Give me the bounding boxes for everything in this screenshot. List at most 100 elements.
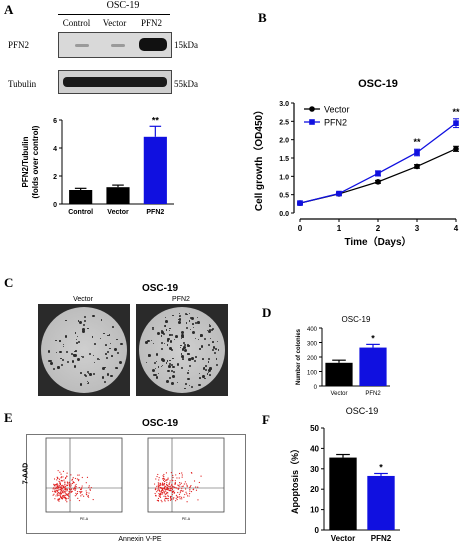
colony-dot	[78, 341, 81, 344]
flow-event-dot	[178, 472, 181, 475]
colony-dot	[105, 353, 108, 355]
colony-dot	[184, 387, 186, 390]
colony-dot	[153, 361, 157, 365]
flow-event-dot	[171, 490, 173, 492]
flow-event-dot	[197, 486, 199, 488]
flow-event-dot	[169, 486, 171, 488]
flow-event-dot	[170, 495, 172, 498]
flow-event-dot	[190, 490, 193, 493]
flow-event-dot	[159, 493, 161, 496]
flow-event-dot	[165, 492, 167, 494]
panel-d-bar-chart: OSC-19 0 100 200 300 400 Number of colonies Vec…	[296, 315, 390, 397]
flow-plot-pfn2: PE-A	[147, 437, 225, 521]
colony-dot	[166, 339, 170, 342]
flow-event-dot	[73, 482, 75, 484]
flow-event-dot	[157, 500, 159, 502]
flow-event-dot	[90, 486, 92, 489]
flow-event-dot	[158, 477, 160, 479]
colony-dot	[92, 354, 94, 357]
flow-event-dot	[86, 491, 88, 494]
flow-event-dot	[162, 477, 164, 480]
flow-event-dot	[164, 478, 166, 480]
flow-event-dot	[88, 486, 90, 488]
colony-dot	[217, 348, 220, 351]
flow-event-dot	[57, 494, 59, 496]
y-tick-label: 100	[307, 371, 318, 377]
flow-event-dot	[155, 487, 157, 489]
flow-event-dot	[161, 487, 163, 489]
flow-event-dot	[56, 491, 59, 493]
colony-dot	[88, 352, 91, 355]
colony-dot	[64, 335, 68, 338]
colony-dot	[163, 325, 166, 328]
legend-label-vector: Vector	[324, 105, 350, 115]
flow-event-dot	[163, 495, 165, 497]
flow-event-dot	[183, 496, 185, 498]
flow-plot-vector: PE-A	[45, 437, 123, 521]
significance-label: *	[371, 333, 375, 343]
flow-event-dot	[67, 494, 69, 496]
colony-dot	[196, 321, 200, 325]
colony-dot	[208, 324, 210, 326]
bar-pfn2	[359, 347, 387, 386]
flow-event-dot	[64, 488, 66, 490]
flow-event-dot	[58, 484, 60, 486]
petri-dish-pfn2	[139, 307, 225, 393]
colony-dot	[179, 346, 182, 349]
flow-event-dot	[64, 487, 66, 489]
flow-event-dot	[69, 486, 71, 488]
legend-label-pfn2: PFN2	[324, 118, 347, 128]
flow-event-dot	[81, 487, 83, 489]
flow-event-dot	[163, 476, 165, 478]
colony-dot	[75, 338, 78, 340]
flow-event-dot	[166, 486, 168, 488]
flow-event-dot	[171, 487, 173, 489]
colony-dot	[151, 328, 154, 331]
colony-dot	[169, 359, 171, 362]
flow-event-dot	[77, 480, 80, 482]
series-line-pfn2	[299, 122, 457, 204]
colony-dot	[213, 346, 216, 349]
colony-dot	[104, 366, 107, 369]
colony-dot	[98, 358, 101, 361]
blot-size-pfn2: 15kDa	[174, 40, 198, 50]
colony-dot	[165, 362, 168, 364]
colony-dot	[199, 335, 202, 337]
colony-dot	[191, 330, 195, 334]
flow-event-dot	[167, 500, 169, 502]
y-tick-label: 0	[314, 385, 318, 391]
y-tick-label: 40	[310, 444, 319, 453]
flow-event-dot	[59, 495, 62, 497]
y-tick-label: 4	[53, 146, 57, 153]
flow-event-dot	[167, 488, 169, 490]
colony-dot	[172, 315, 174, 317]
flow-event-dot	[59, 471, 61, 473]
flow-event-dot	[189, 490, 191, 492]
colony-dot	[102, 376, 105, 379]
colony-dot	[65, 320, 67, 322]
panel-a-title: OSC-19	[106, 0, 140, 11]
flow-event-dot	[59, 483, 62, 486]
y-axis-label: Cell growth（OD450）	[252, 105, 265, 211]
flow-event-dot	[81, 490, 83, 493]
flow-event-dot	[167, 494, 169, 496]
flow-event-dot	[60, 492, 63, 494]
flow-event-dot	[66, 488, 68, 490]
colony-dot	[168, 329, 170, 331]
colony-dot	[106, 351, 109, 354]
colony-dot	[178, 317, 182, 321]
colony-dot	[81, 356, 84, 359]
flow-event-dot	[60, 477, 62, 479]
colony-dot	[170, 348, 174, 352]
colony-dot	[190, 385, 193, 388]
colony-dot	[86, 382, 88, 384]
colony-dot	[145, 340, 148, 344]
flow-event-dot	[154, 488, 156, 490]
colony-dot	[167, 369, 170, 373]
flow-event-dot	[61, 488, 64, 490]
colony-dot	[154, 373, 157, 376]
flow-event-dot	[172, 474, 174, 477]
flow-event-dot	[197, 499, 199, 501]
colony-dot	[187, 378, 190, 381]
flow-event-dot	[179, 490, 182, 492]
